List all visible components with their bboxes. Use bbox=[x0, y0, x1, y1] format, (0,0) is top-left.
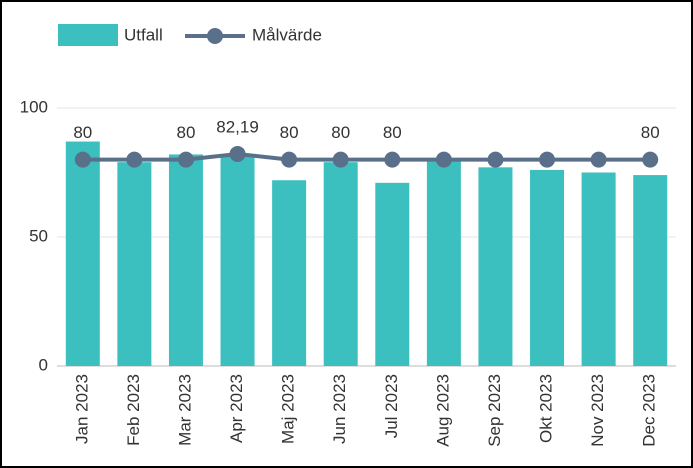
x-tick-label: Nov 2023 bbox=[588, 374, 607, 447]
data-label: 80 bbox=[280, 123, 299, 142]
x-tick-label: Jul 2023 bbox=[382, 374, 401, 438]
line-point bbox=[281, 151, 298, 168]
line-point bbox=[74, 151, 91, 168]
line-point bbox=[177, 151, 194, 168]
x-tick-label: Feb 2023 bbox=[124, 374, 143, 446]
bar bbox=[220, 154, 255, 366]
bar bbox=[272, 180, 307, 366]
data-label: 80 bbox=[641, 123, 660, 142]
line bbox=[82, 151, 651, 162]
line-point bbox=[229, 145, 246, 162]
x-tick-label: Dec 2023 bbox=[640, 374, 659, 447]
x-tick-label: Mar 2023 bbox=[175, 374, 194, 446]
line-point bbox=[435, 151, 452, 168]
bar bbox=[65, 141, 100, 366]
bar bbox=[375, 182, 410, 366]
y-tick-label: 100 bbox=[20, 97, 48, 116]
line-point bbox=[332, 151, 349, 168]
bar bbox=[478, 167, 513, 366]
x-tick-label: Maj 2023 bbox=[279, 374, 298, 444]
y-tick-label: 0 bbox=[39, 355, 48, 374]
legend-marker bbox=[207, 28, 223, 44]
x-tick-label: Jan 2023 bbox=[72, 374, 91, 444]
data-label: 82,19 bbox=[216, 117, 259, 136]
y-tick-label: 50 bbox=[29, 226, 48, 245]
bar bbox=[530, 169, 565, 366]
bar bbox=[581, 172, 616, 366]
bar bbox=[633, 175, 668, 366]
line-point bbox=[539, 151, 556, 168]
line-point bbox=[642, 151, 659, 168]
legend-label: Utfall bbox=[124, 25, 163, 44]
data-label: 80 bbox=[73, 123, 92, 142]
line-point bbox=[487, 151, 504, 168]
line-point bbox=[384, 151, 401, 168]
line-point bbox=[126, 151, 143, 168]
legend-label: Målvärde bbox=[252, 25, 322, 44]
legend-swatch bbox=[58, 24, 118, 46]
x-tick-label: Jun 2023 bbox=[330, 374, 349, 444]
data-label: 80 bbox=[331, 123, 350, 142]
x-tick-label: Sep 2023 bbox=[485, 374, 504, 447]
x-tick-label: Okt 2023 bbox=[537, 374, 556, 443]
line-point bbox=[590, 151, 607, 168]
x-tick-label: Aug 2023 bbox=[433, 374, 452, 447]
data-label: 80 bbox=[176, 123, 195, 142]
bar bbox=[426, 159, 461, 366]
bar bbox=[323, 162, 358, 366]
bar bbox=[168, 154, 203, 366]
bar bbox=[117, 162, 152, 366]
x-tick-label: Apr 2023 bbox=[227, 374, 246, 443]
data-label: 80 bbox=[383, 123, 402, 142]
